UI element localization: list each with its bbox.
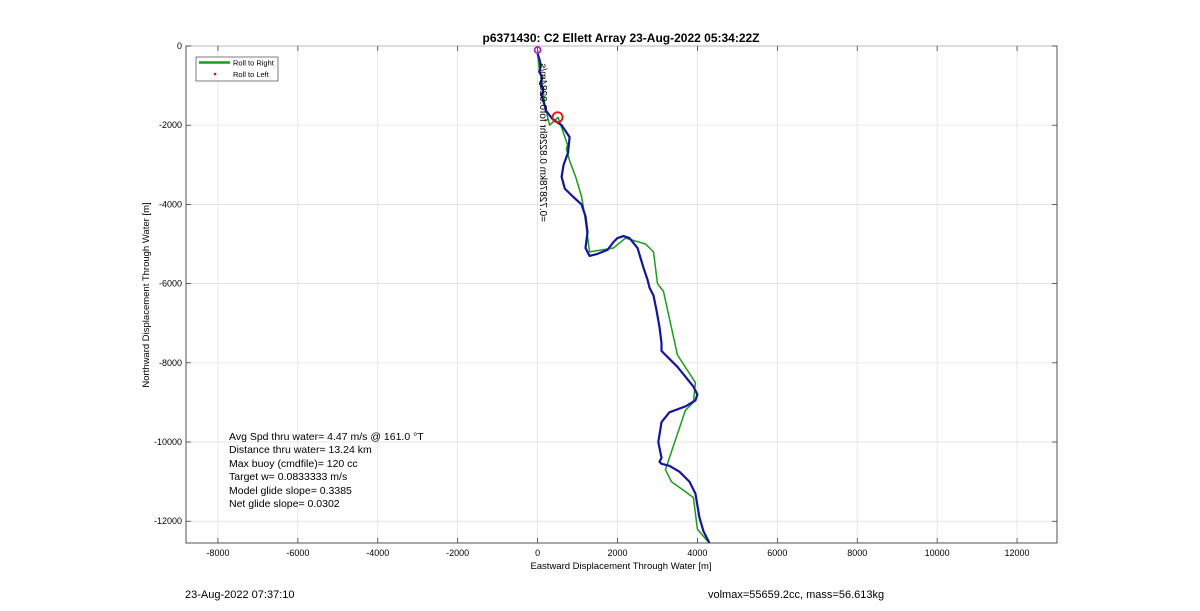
plot-area [185,45,1058,544]
x-tick-label: 10000 [925,548,950,558]
footer-vol-mass: volmax=55659.2cc, mass=56.613kg [708,589,885,601]
axes: -8000 -6000 -4000 -2000 0 2000 4000 6000 8000 100… [154,41,1057,558]
x-tick-label: -4000 [366,548,389,558]
legend-box [195,56,279,82]
stat-net-glide: Net glide slope= 0.0302 [229,498,340,510]
legend: Roll to Right Roll to Left [195,56,279,82]
x-tick-label: -6000 [286,548,309,558]
y-tick-label: -4000 [159,199,182,209]
x-tick-label: 12000 [1005,548,1030,558]
legend-label-roll-left: Roll to Left [233,70,270,79]
x-tick-label: 2000 [607,548,627,558]
stat-max-buoy: Max buoy (cmdfile)= 120 cc [229,458,358,470]
current-marker [551,111,564,124]
stats-block: Avg Spd thru water= 4.47 m/s @ 161.0 °T … [229,431,424,510]
y-tick-label: -8000 [159,358,182,368]
x-tick-label: 0 [535,548,540,558]
y-tick-label: -2000 [159,120,182,130]
stat-avg-speed: Avg Spd thru water= 4.47 m/s @ 161.0 °T [229,431,424,443]
stat-target-w: Target w= 0.0833333 m/s [229,471,347,483]
y-tick-label: 0 [177,41,182,51]
x-axis-label: Eastward Displacement Through Water [m] [530,561,711,572]
legend-swatch-roll-left [213,72,217,76]
chart-title: p6371430: C2 Ellett Array 23-Aug-2022 05… [482,31,759,45]
start-marker [533,46,542,54]
markers [533,46,564,124]
grid-lines [186,45,1057,543]
footer-timestamp: 23-Aug-2022 07:37:10 [185,589,295,601]
x-tick-label: 4000 [687,548,707,558]
x-tick-label: 6000 [767,548,787,558]
stat-model-glide: Model glide slope= 0.3385 [229,485,352,497]
rotated-annotation: =0.72878km 0.8226hr for0.0284m/s [537,63,548,222]
y-tick-label: -6000 [159,279,182,289]
y-tick-label: -10000 [154,437,182,447]
x-tick-label: 8000 [847,548,867,558]
x-tick-label: -8000 [206,548,229,558]
y-tick-label: -12000 [154,516,182,526]
y-axis-label: Northward Displacement Through Water [m] [141,202,152,387]
x-tick-label: -2000 [446,548,469,558]
stat-distance: Distance thru water= 13.24 km [229,444,372,456]
legend-label-roll-right: Roll to Right [233,59,275,68]
